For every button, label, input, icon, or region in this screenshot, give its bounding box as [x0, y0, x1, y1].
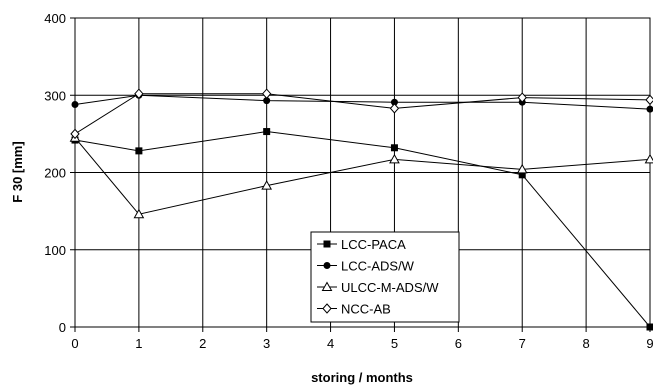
point-marker: [517, 92, 527, 103]
point-marker: [389, 153, 400, 164]
y-tick-label: 300: [44, 88, 66, 103]
y-tick-label: 100: [44, 243, 66, 258]
x-tick-label: 7: [519, 336, 526, 351]
legend-label: LCC-PACA: [341, 237, 406, 252]
x-tick-label: 6: [455, 336, 462, 351]
point-marker: [646, 105, 653, 113]
legend-label: LCC-ADS/W: [341, 259, 415, 274]
series-line: [74, 137, 651, 215]
point-marker: [263, 97, 271, 105]
point-marker: [134, 88, 144, 99]
y-tick-label: 400: [44, 11, 66, 26]
point-marker: [322, 303, 332, 314]
point-marker: [263, 128, 271, 136]
legend-box: [310, 231, 460, 323]
legend-label: ULCC-M-ADS/W: [341, 280, 439, 295]
legend-entry: NCC-AB: [317, 302, 391, 317]
legend-label: NCC-AB: [341, 302, 391, 317]
x-tick-label: 4: [327, 336, 334, 351]
series-4: [70, 88, 653, 140]
point-marker: [135, 147, 143, 155]
x-tick-label: 3: [263, 336, 270, 351]
x-tick-label: 9: [646, 336, 653, 351]
series-layer: [69, 88, 653, 331]
x-tick-label: 0: [71, 336, 78, 351]
x-tick-label: 2: [199, 336, 206, 351]
x-axis-label: storing / months: [311, 370, 413, 385]
legend-entry: ULCC-M-ADS/W: [317, 280, 439, 295]
point-marker: [261, 180, 273, 190]
point-marker: [516, 163, 528, 174]
y-tick-label: 0: [59, 320, 66, 335]
legend: LCC-PACA LCC-ADS/W ULCC-M-ADS/W NCC-AB: [310, 231, 460, 323]
point-marker: [70, 128, 80, 140]
point-marker: [71, 101, 79, 109]
series-3: [69, 132, 653, 219]
x-axis-ticks: 0 1 2 3 4 5 6 7 8 9: [71, 327, 653, 351]
point-marker: [646, 323, 653, 331]
point-marker: [261, 88, 272, 99]
point-marker: [390, 144, 398, 152]
legend-entry: LCC-PACA: [317, 237, 406, 252]
x-tick-label: 8: [582, 336, 589, 351]
legend-entry: LCC-ADS/W: [317, 259, 415, 274]
point-marker: [323, 262, 331, 269]
point-marker: [644, 153, 653, 164]
x-tick-label: 1: [135, 336, 142, 351]
point-marker: [133, 208, 145, 219]
point-marker: [390, 98, 398, 106]
point-marker: [518, 171, 526, 179]
point-marker: [389, 103, 400, 114]
series-line: [74, 131, 651, 328]
point-marker: [323, 240, 331, 248]
y-tick-label: 200: [44, 166, 66, 181]
series-line: [74, 93, 651, 135]
y-axis-label: F 30 [mm]: [10, 141, 25, 202]
y-axis-ticks: 0 100 200 300 400: [44, 11, 75, 335]
x-tick-label: 5: [391, 336, 398, 351]
point-marker: [321, 281, 333, 291]
